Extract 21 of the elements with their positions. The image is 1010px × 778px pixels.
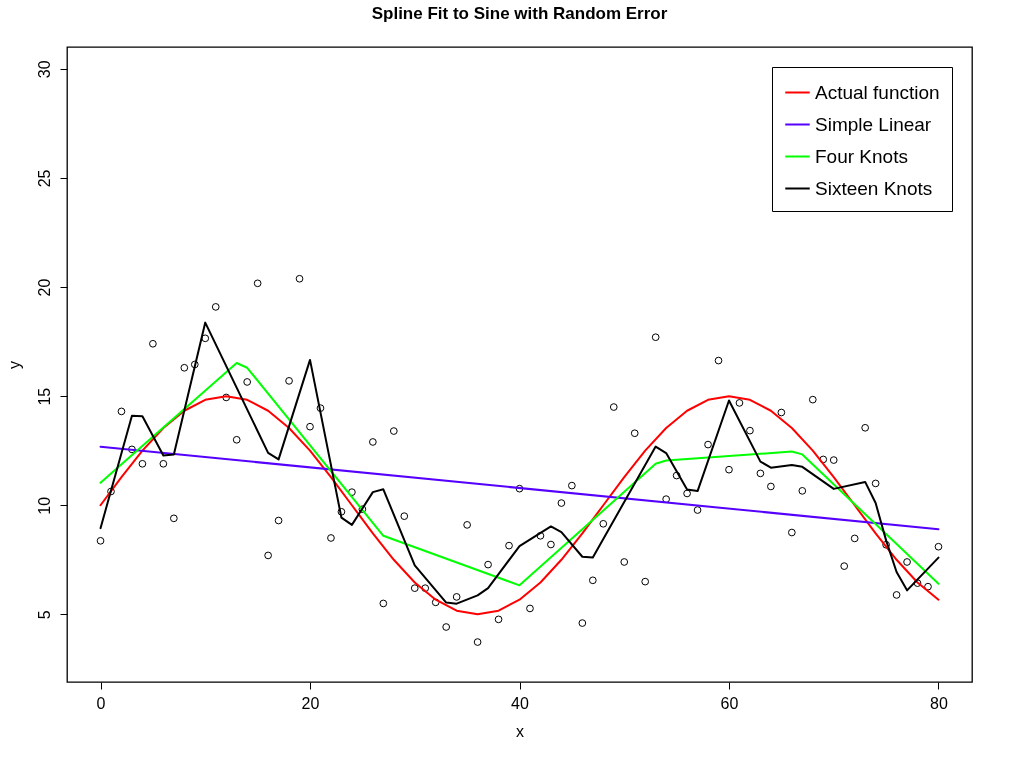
line-series (99, 395, 940, 616)
y-tick-label: 30 (35, 60, 53, 79)
legend-label: Simple Linear (815, 113, 932, 135)
x-tick-label: 20 (301, 694, 320, 712)
y-tick-label: 25 (35, 169, 53, 188)
y-tick-label: 20 (35, 278, 53, 297)
y-tick-label: 10 (35, 496, 53, 515)
chart-title: Spline Fit to Sine with Random Error (371, 4, 668, 23)
x-tick-label: 60 (720, 694, 739, 712)
x-tick-label: 80 (930, 694, 948, 712)
legend-label: Actual function (815, 81, 940, 103)
x-axis-title: x (516, 722, 524, 740)
line-series (99, 321, 940, 605)
x-tick-label: 0 (96, 694, 106, 712)
legend-label: Four Knots (815, 145, 908, 167)
x-tick-label: 40 (511, 694, 529, 712)
line-series (99, 361, 940, 587)
y-tick-label: 5 (35, 610, 53, 620)
y-tick-label: 15 (35, 387, 53, 406)
legend-label: Sixteen Knots (815, 177, 933, 199)
y-axis-title: y (5, 361, 23, 369)
